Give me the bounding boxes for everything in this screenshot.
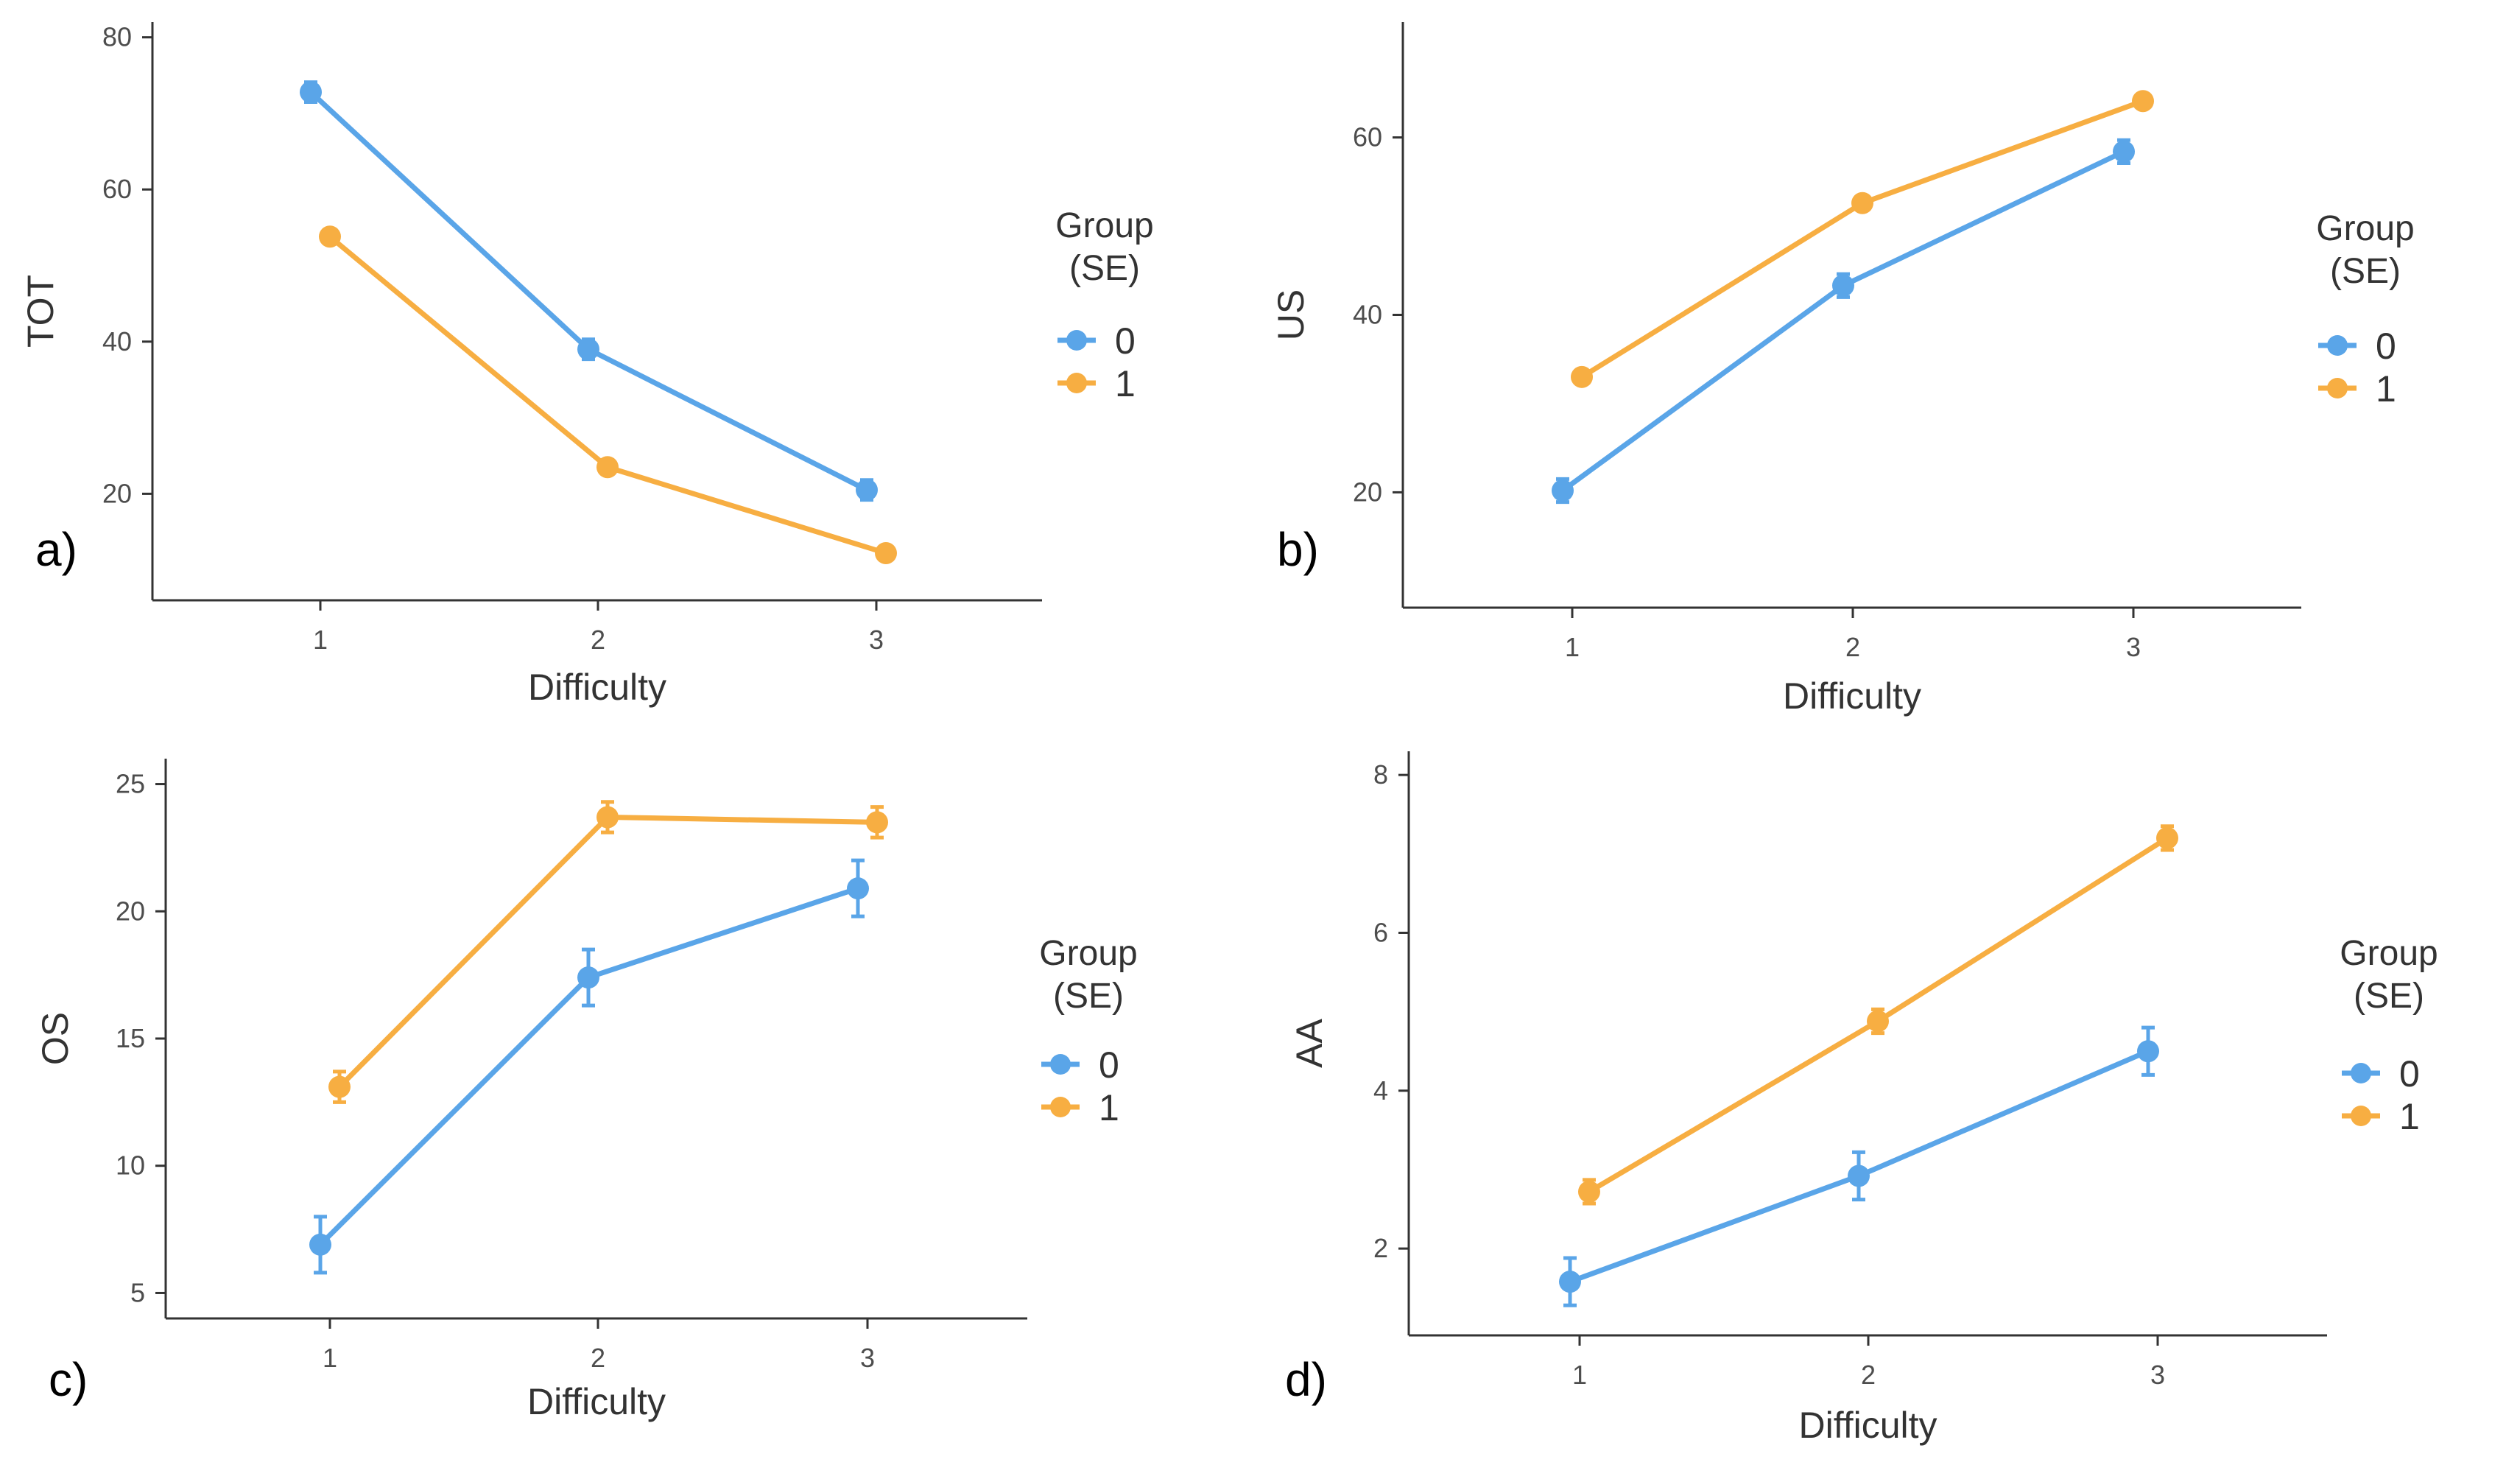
y-tick-label: 40 (1353, 300, 1382, 330)
y-axis-title: AA (1289, 1019, 1330, 1068)
series-line-group-0 (318, 885, 859, 1247)
y-tick-label: 8 (1373, 759, 1388, 790)
legend-key-marker (1050, 1054, 1071, 1075)
y-axis-title: TOT (20, 275, 61, 348)
y-tick-label: 80 (102, 22, 132, 52)
data-point-group-1 (596, 806, 619, 829)
data-point-group-0 (2113, 140, 2135, 163)
x-tick-label: 2 (1861, 1360, 1876, 1390)
y-tick-label: 2 (1373, 1233, 1388, 1263)
legend-key-marker (2327, 378, 2348, 398)
data-point-group-1 (328, 1075, 351, 1098)
y-tick-label: 5 (130, 1277, 145, 1307)
y-tick-label: 60 (102, 174, 132, 204)
legend-title: Group (SE) (1039, 934, 1137, 1016)
legend-label: 1 (1115, 363, 1136, 404)
data-point-group-0 (577, 338, 599, 361)
panel-tag: b) (1277, 523, 1319, 576)
data-point-group-1 (319, 225, 341, 248)
x-tick-label: 1 (1572, 1360, 1587, 1390)
legend-key-marker (2327, 335, 2348, 356)
legend-label: 0 (1099, 1044, 1119, 1086)
data-point-group-1 (2132, 90, 2154, 113)
x-tick-label: 3 (2150, 1360, 2165, 1390)
y-tick-label: 10 (116, 1150, 145, 1181)
data-point-group-0 (2137, 1040, 2159, 1063)
data-point-group-1 (596, 456, 619, 479)
x-tick-label: 3 (2126, 632, 2141, 662)
data-point-group-0 (577, 966, 599, 989)
y-tick-label: 60 (1353, 122, 1382, 152)
x-tick-label: 1 (1565, 632, 1580, 662)
data-point-group-1 (1851, 192, 1873, 214)
y-tick-label: 15 (116, 1023, 145, 1053)
series-line-group-0 (1560, 149, 2125, 493)
legend-title: Group (SE) (1055, 206, 1153, 288)
y-tick-label: 6 (1373, 917, 1388, 947)
data-point-group-0 (847, 877, 869, 900)
x-tick-label: 2 (591, 1343, 605, 1373)
legend-label: 0 (2376, 326, 2396, 367)
y-axis-title: OS (35, 1012, 76, 1065)
data-point-group-0 (856, 479, 878, 502)
legend-label: 1 (1099, 1087, 1119, 1128)
legend-key-marker (1066, 373, 1087, 393)
x-tick-label: 2 (1845, 632, 1860, 662)
legend-label: 1 (2399, 1096, 2420, 1137)
legend-key-marker (1050, 1097, 1071, 1117)
data-point-group-1 (866, 811, 888, 834)
data-point-group-0 (1848, 1164, 1870, 1187)
panel-tag: a) (35, 523, 77, 576)
data-point-group-0 (1832, 274, 1854, 297)
y-axis-title: US (1270, 289, 1312, 340)
legend-key-marker (2351, 1106, 2371, 1126)
legend-title: Group (SE) (2340, 934, 2438, 1016)
data-point-group-1 (1571, 365, 1593, 388)
y-tick-label: 4 (1373, 1075, 1388, 1106)
data-point-group-1 (2156, 826, 2178, 849)
y-tick-label: 25 (116, 769, 145, 799)
y-tick-label: 40 (102, 326, 132, 356)
legend-key-marker (2351, 1063, 2371, 1083)
data-point-group-0 (300, 81, 322, 104)
x-axis-title: Difficulty (1783, 675, 1921, 717)
data-point-group-1 (875, 541, 897, 564)
data-point-group-0 (1559, 1271, 1581, 1293)
x-axis-title: Difficulty (527, 1381, 666, 1422)
x-tick-label: 3 (869, 625, 884, 655)
data-point-group-0 (1552, 479, 1574, 502)
legend-key-marker (1066, 330, 1087, 351)
y-tick-label: 20 (1353, 477, 1382, 507)
data-point-group-0 (309, 1233, 331, 1256)
x-axis-title: Difficulty (528, 667, 666, 708)
x-axis-title: Difficulty (1798, 1405, 1937, 1446)
panel-tag: d) (1285, 1353, 1327, 1406)
x-tick-label: 3 (860, 1343, 875, 1373)
series-line-group-1 (328, 234, 887, 556)
x-tick-label: 1 (323, 1343, 337, 1373)
series-line-group-1 (1580, 98, 2144, 379)
panel-tag: c) (49, 1353, 88, 1406)
y-tick-label: 20 (116, 896, 145, 926)
legend-label: 0 (2399, 1053, 2420, 1095)
data-point-group-1 (1578, 1180, 1600, 1203)
x-tick-label: 2 (591, 625, 605, 655)
legend-title: Group (SE) (2316, 209, 2414, 291)
y-tick-label: 20 (102, 478, 132, 508)
x-tick-label: 1 (313, 625, 328, 655)
series-line-group-1 (337, 814, 878, 1089)
legend-label: 0 (1115, 320, 1136, 362)
data-point-group-1 (1867, 1010, 1889, 1033)
legend-label: 1 (2376, 368, 2396, 410)
